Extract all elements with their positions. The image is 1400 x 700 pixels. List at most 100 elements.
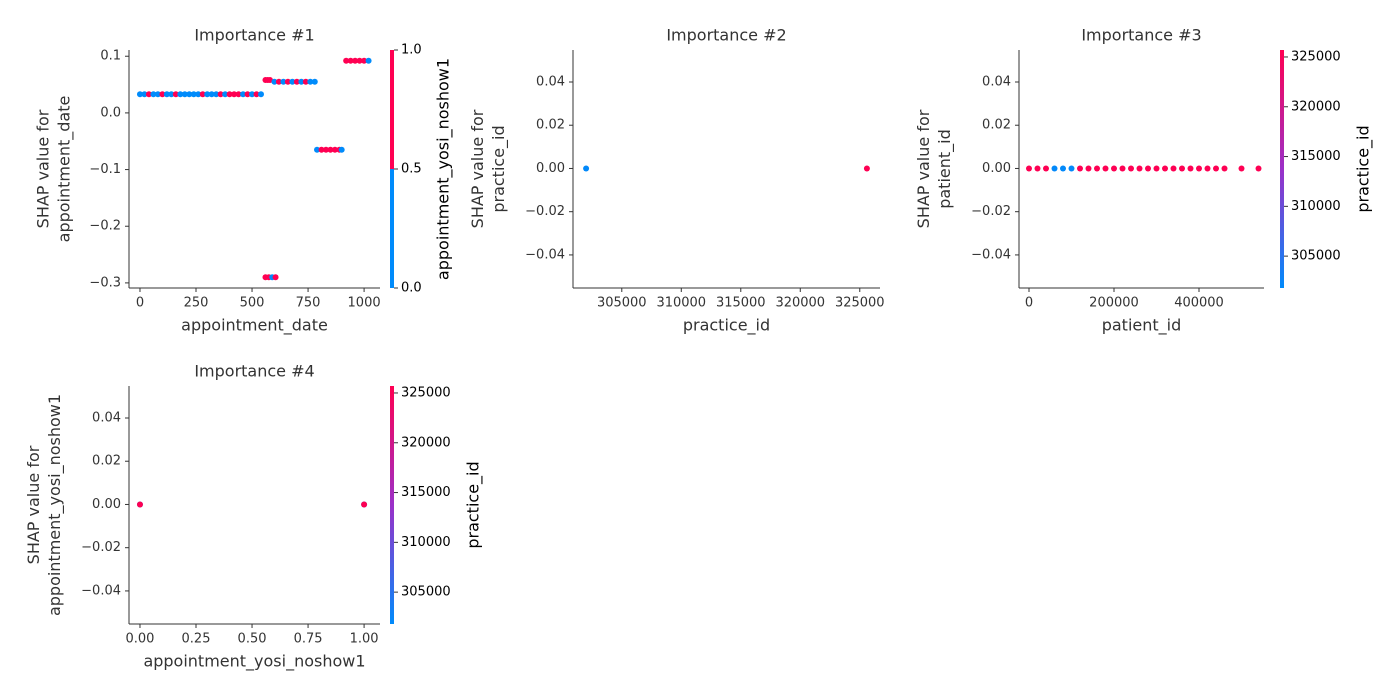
x-tick-label: 200000: [1089, 296, 1139, 311]
point: [253, 91, 260, 98]
point: [168, 91, 175, 98]
point: [1179, 165, 1186, 172]
y-axis-label: practice_id: [489, 125, 509, 212]
chart-title: Importance #3: [1081, 26, 1201, 45]
point: [1213, 165, 1220, 172]
chart-title: Importance #2: [666, 26, 786, 45]
point: [177, 91, 184, 98]
point: [231, 91, 238, 98]
point: [318, 146, 325, 153]
point: [172, 91, 179, 98]
y-tick-label: 0.02: [982, 118, 1011, 133]
point: [365, 57, 372, 64]
x-tick-label: 320000: [775, 296, 825, 311]
point: [226, 91, 233, 98]
y-tick-label: 0.00: [536, 161, 565, 176]
x-tick-label: 315000: [716, 296, 766, 311]
x-axis-label: practice_id: [683, 316, 770, 336]
point: [181, 91, 188, 98]
x-axis-label: appointment_date: [181, 316, 328, 336]
colorbar-tick-label: 305000: [1291, 249, 1341, 264]
point: [583, 165, 590, 172]
x-tick-label: 0: [1025, 296, 1033, 311]
point: [1238, 165, 1245, 172]
colorbar-tick-label: 320000: [401, 435, 451, 450]
x-tick-label: 500: [240, 296, 265, 311]
y-axis-label: appointment_yosi_noshow1: [45, 394, 65, 616]
colorbar-tick-label: 310000: [1291, 199, 1341, 214]
point: [347, 57, 354, 64]
x-tick-label: 0.00: [126, 632, 155, 647]
point: [311, 78, 318, 85]
y-tick-label: −0.04: [81, 583, 121, 598]
y-tick-label: 0.02: [92, 454, 121, 469]
y-tick-label: −0.02: [971, 204, 1011, 219]
colorbar: [390, 386, 394, 624]
point: [195, 91, 202, 98]
point: [863, 165, 870, 172]
y-tick-label: −0.04: [971, 247, 1011, 262]
point: [244, 91, 251, 98]
point: [314, 146, 321, 153]
point: [1187, 165, 1194, 172]
point: [1119, 165, 1126, 172]
point: [338, 146, 345, 153]
y-axis-label: SHAP value for: [468, 109, 487, 228]
y-tick-label: −0.2: [89, 219, 121, 234]
colorbar: [1280, 50, 1284, 288]
point: [280, 78, 287, 85]
point: [271, 78, 278, 85]
x-tick-label: 310000: [656, 296, 706, 311]
point: [159, 91, 166, 98]
point: [235, 91, 242, 98]
point: [141, 91, 148, 98]
point: [257, 91, 264, 98]
chart-title: Importance #4: [194, 362, 314, 381]
point: [272, 274, 279, 281]
point: [1145, 165, 1152, 172]
point: [1093, 165, 1100, 172]
y-tick-label: 0.1: [100, 49, 121, 64]
x-axis-label: appointment_yosi_noshow1: [143, 652, 365, 672]
x-tick-label: 325000: [835, 296, 885, 311]
y-tick-label: −0.02: [525, 204, 565, 219]
y-tick-label: 0.0: [100, 105, 121, 120]
point: [361, 501, 368, 508]
point: [1162, 165, 1169, 172]
x-tick-label: 0.50: [238, 632, 267, 647]
point: [327, 146, 334, 153]
x-tick-label: 400000: [1174, 296, 1224, 311]
point: [199, 91, 206, 98]
point: [361, 57, 368, 64]
point: [1042, 165, 1049, 172]
point: [136, 91, 143, 98]
colorbar-tick-label: 325000: [1291, 49, 1341, 64]
colorbar-tick-label: 320000: [1291, 99, 1341, 114]
x-tick-label: 0.75: [294, 632, 323, 647]
colorbar-label: practice_id: [464, 461, 484, 548]
colorbar-tick-label: 0.5: [401, 162, 422, 177]
point: [208, 91, 215, 98]
colorbar-tick-label: 315000: [401, 485, 451, 500]
y-tick-label: 0.04: [982, 74, 1011, 89]
y-axis-label: SHAP value for: [24, 445, 43, 564]
point: [217, 91, 224, 98]
colorbar-label: appointment_yosi_noshow1: [434, 58, 454, 280]
x-tick-label: 0.25: [182, 632, 211, 647]
point: [136, 501, 143, 508]
colorbar-tick-label: 1.0: [401, 43, 422, 58]
point: [222, 91, 229, 98]
point: [249, 91, 256, 98]
point: [145, 91, 152, 98]
point: [307, 78, 314, 85]
colorbar-tick-label: 305000: [401, 585, 451, 600]
point: [1170, 165, 1177, 172]
y-tick-label: −0.1: [89, 162, 121, 177]
x-tick-label: 305000: [597, 296, 647, 311]
point: [352, 57, 359, 64]
y-tick-label: −0.04: [525, 247, 565, 262]
y-tick-label: 0.00: [92, 497, 121, 512]
point: [289, 78, 296, 85]
colorbar-tick-label: 0.0: [401, 281, 422, 296]
